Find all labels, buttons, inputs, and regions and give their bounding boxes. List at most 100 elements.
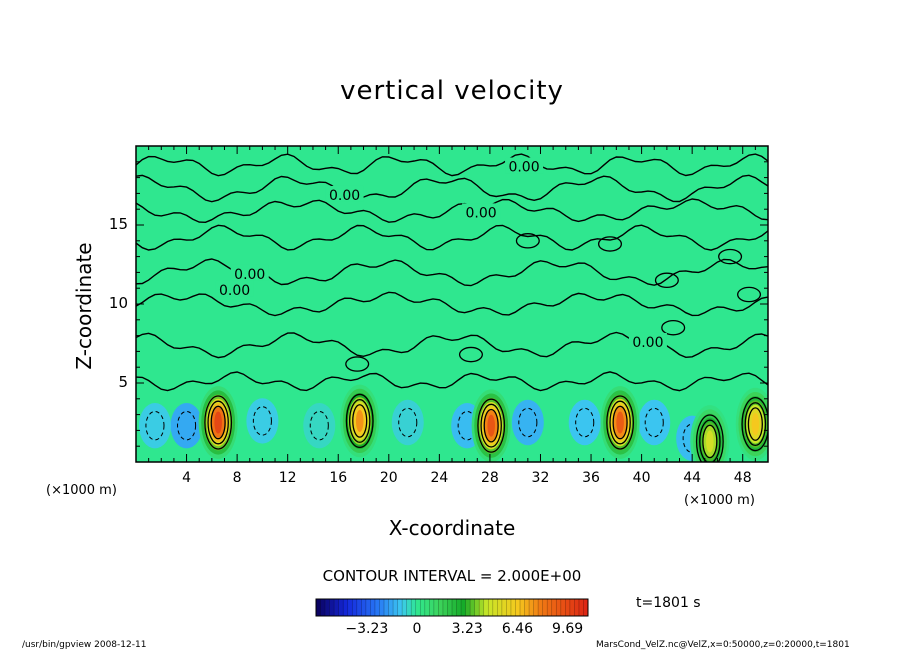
colorbar-cell xyxy=(406,599,412,616)
contour-label-bg xyxy=(230,264,269,281)
colorbar-cell xyxy=(542,599,548,616)
zero-contour-loop xyxy=(597,236,623,252)
colorbar-frame xyxy=(315,598,589,617)
x-tick-label: 4 xyxy=(182,470,191,486)
x-tick-label: 48 xyxy=(733,470,752,486)
zero-contour xyxy=(136,174,768,203)
colorbar-cell xyxy=(338,599,344,616)
zero-contour xyxy=(136,198,768,224)
positive-contour xyxy=(747,407,763,441)
contour-label: 0.00 xyxy=(632,335,663,351)
y-tick-label: 15 xyxy=(108,215,128,233)
footer-source: MarsCond_VelZ.nc@VelZ,x=0:50000,z=0:2000… xyxy=(596,640,850,650)
colorbar-cell xyxy=(433,599,439,616)
colorbar-cell xyxy=(538,599,543,616)
colorbar-cell xyxy=(365,599,371,616)
colorbar-tick-label: 3.23 xyxy=(451,621,483,637)
x-tick-label: 40 xyxy=(632,470,651,486)
positive-contour xyxy=(207,400,229,445)
positive-contour xyxy=(480,403,502,448)
colorbar-cell xyxy=(560,599,566,616)
zero-contour-loop xyxy=(718,248,743,265)
contour-label: 0.00 xyxy=(329,188,360,204)
x-tick-label: 44 xyxy=(683,470,702,486)
colorbar-cell xyxy=(356,599,362,616)
colorbar-cell xyxy=(547,599,553,616)
colorbar-cell xyxy=(529,599,534,616)
positive-contour xyxy=(609,400,631,445)
colorbar-cell xyxy=(411,599,417,616)
colorbar-tick-label: −3.23 xyxy=(345,621,389,637)
positive-contour xyxy=(702,424,718,459)
colorbar-cell xyxy=(374,599,380,616)
colorbar-cell xyxy=(461,599,466,616)
colorbar-cell xyxy=(524,599,530,616)
colorbar-cell xyxy=(456,599,462,616)
positive-contour xyxy=(695,414,724,462)
contour-label-bg xyxy=(462,203,501,220)
positive-contour xyxy=(210,405,226,440)
x-tick-label: 20 xyxy=(379,470,398,486)
colorbar-cell xyxy=(578,599,584,616)
colorbar-cell xyxy=(438,599,444,616)
colorbar-cell xyxy=(583,599,589,616)
negative-contour xyxy=(518,407,538,438)
x-tick-label: 24 xyxy=(430,470,449,486)
zero-contour-loop xyxy=(458,346,483,363)
zero-contour xyxy=(136,371,768,392)
colorbar-cell xyxy=(329,599,335,616)
x-tick-label: 32 xyxy=(531,470,550,486)
positive-contour xyxy=(204,395,233,450)
positive-contour xyxy=(606,395,635,450)
positive-contour xyxy=(348,398,371,443)
x-axis-label: X-coordinate xyxy=(388,516,516,540)
field-layer: 0.000.000.000.000.000.00 xyxy=(136,153,768,462)
updraft-region xyxy=(487,414,495,437)
chart-title: vertical velocity xyxy=(340,76,564,106)
y-tick-label: 5 xyxy=(118,373,128,391)
colorbar-cell xyxy=(510,599,516,616)
downdraft-region xyxy=(638,399,671,446)
colorbar-cell xyxy=(370,599,376,616)
colorbar-cell xyxy=(334,599,339,616)
colorbar-cell xyxy=(465,599,471,616)
colorbar-cell xyxy=(479,599,485,616)
positive-contour xyxy=(477,398,506,453)
time-label: t=1801 s xyxy=(636,595,701,611)
downdraft-region xyxy=(303,402,336,449)
positive-contour xyxy=(345,393,374,449)
colorbar-cell xyxy=(352,599,358,616)
y-tick-label: 10 xyxy=(108,294,128,312)
updraft-region xyxy=(616,411,624,434)
colorbar-cell xyxy=(415,599,421,616)
colorbar-cell xyxy=(402,599,407,616)
zero-contour-loop xyxy=(345,356,370,372)
contour-label: 0.00 xyxy=(219,283,250,299)
contour-label: 0.00 xyxy=(234,267,265,283)
positive-contour xyxy=(744,402,767,447)
updraft-region xyxy=(751,413,760,436)
colorbar-cell xyxy=(384,599,389,616)
negative-contour xyxy=(145,410,165,441)
colorbar-cell xyxy=(556,599,562,616)
zero-contour xyxy=(136,153,768,177)
downdraft-region xyxy=(568,399,601,446)
colorbar-tick-label: 0 xyxy=(412,621,422,637)
colorbar-cell xyxy=(565,599,571,616)
zero-contour-loop xyxy=(515,233,540,249)
contour-label-bg xyxy=(325,185,364,202)
colorbar-cell xyxy=(429,599,435,616)
colorbar-cell xyxy=(393,599,398,616)
colorbar-cell xyxy=(470,599,475,616)
zero-contour xyxy=(136,224,768,251)
colorbar-cell xyxy=(483,599,489,616)
colorbar-cell xyxy=(388,599,394,616)
contour-label: 0.00 xyxy=(508,160,539,176)
positive-contour xyxy=(612,405,628,440)
contour-label: 0.00 xyxy=(465,205,496,221)
downdraft-region xyxy=(170,402,203,449)
updraft-region xyxy=(355,409,364,432)
colorbar-cell xyxy=(343,599,349,616)
negative-contour xyxy=(252,406,272,436)
